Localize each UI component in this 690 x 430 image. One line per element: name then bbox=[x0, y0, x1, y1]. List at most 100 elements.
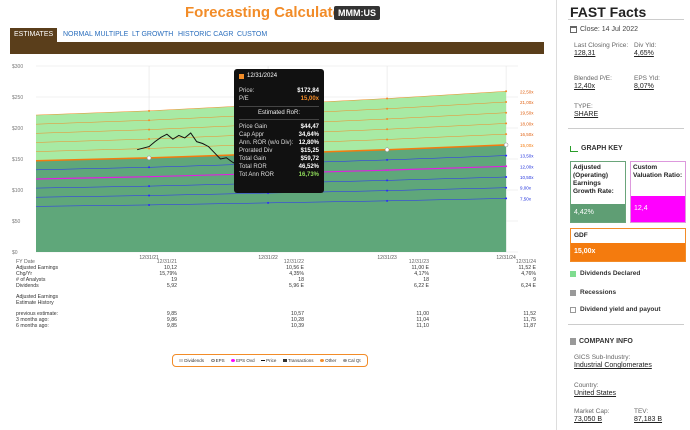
y-tick-label: $250 bbox=[12, 95, 23, 101]
tab-lt-growth[interactable]: LT GROWTH bbox=[132, 31, 174, 38]
key-label: Dividends Declared bbox=[580, 270, 641, 277]
cell: 11,00 E bbox=[411, 265, 430, 271]
pe-line-point bbox=[148, 119, 151, 122]
col-date: 12/31/23 bbox=[408, 259, 429, 265]
tooltip-row-value: $15,25 bbox=[300, 148, 319, 154]
fast-facts-title: FAST Facts bbox=[570, 4, 647, 20]
row-label: 6 months ago: bbox=[16, 323, 49, 329]
gics-sub-industry: GICS Sub-Industry: Industrial Conglomera… bbox=[574, 354, 686, 370]
pe-line-point bbox=[148, 175, 151, 178]
legend-item[interactable]: Cal Qt bbox=[342, 358, 361, 363]
tab-custom[interactable]: CUSTOM bbox=[237, 31, 268, 38]
table-row: 6 months ago: 9,85 10,39 11,10 11,87 bbox=[16, 323, 542, 329]
pe-line-label: 12,00x bbox=[520, 164, 534, 169]
cell: 4,17% bbox=[414, 271, 429, 277]
cell: 19 bbox=[171, 277, 177, 283]
kv-value[interactable]: United States bbox=[574, 390, 617, 397]
legend-item[interactable]: Dividends bbox=[179, 358, 204, 363]
cell: 11,04 bbox=[416, 317, 429, 323]
legend-swatch bbox=[179, 359, 184, 362]
legend-item[interactable]: Other bbox=[320, 358, 336, 363]
tooltip-swatch bbox=[239, 73, 244, 79]
legend-label: Price bbox=[266, 358, 277, 363]
history-title-row: Estimate History bbox=[16, 300, 542, 306]
gdf-box[interactable]: GDF 15,00x bbox=[570, 228, 686, 262]
legend-label: Transactions bbox=[287, 358, 314, 363]
kv-value[interactable]: Industrial Conglomerates bbox=[574, 362, 652, 369]
kv-value[interactable]: 128,31 bbox=[574, 50, 596, 57]
kv-label: Blended P/E: bbox=[574, 75, 612, 82]
col-date: 12/31/21 bbox=[156, 259, 177, 265]
graph-key-title: GRAPH KEY bbox=[570, 145, 623, 152]
cvr-label: Custom Valuation Ratio: bbox=[633, 164, 683, 179]
market-cap: Market Cap: 73,050 B bbox=[574, 408, 630, 424]
pe-line-label: 15,00x bbox=[520, 143, 534, 148]
table-row: Adjusted Earnings 10,12 10,56 E 11,00 E … bbox=[16, 265, 542, 271]
pe-line-label: 21,00x bbox=[520, 100, 534, 105]
row-label: Dividends bbox=[16, 283, 39, 289]
pe-line-point bbox=[386, 169, 389, 172]
fair-value-point[interactable] bbox=[384, 147, 390, 152]
tooltip-row-value: 34,64% bbox=[298, 132, 319, 138]
legend-item[interactable]: EPS Ovd bbox=[231, 358, 255, 363]
kv-value[interactable]: 12,40x bbox=[574, 83, 596, 90]
key-dividend-yield[interactable]: Dividend yield and payout bbox=[570, 306, 661, 313]
row-label: previous estimate: bbox=[16, 311, 59, 317]
earnings-table: FY Date 12/31/21 12/31/22 12/31/23 12/31… bbox=[16, 259, 542, 329]
table-row: previous estimate: 9,85 10,57 11,00 11,5… bbox=[16, 311, 542, 317]
cell: 11,87 bbox=[523, 323, 536, 329]
tooltip-heading: Estimated RoR: bbox=[257, 110, 300, 116]
forecasting-panel: Forecasting Calculators MMM:US ESTIMATES… bbox=[10, 4, 544, 367]
row-label: Chg/Yr bbox=[16, 271, 33, 277]
fair-value-point[interactable] bbox=[146, 155, 152, 161]
kv-value[interactable]: 73,050 B bbox=[574, 416, 603, 423]
pe-line-point bbox=[148, 109, 151, 112]
building-icon bbox=[570, 338, 576, 345]
table-row: Dividends 5,92 5,96 E 6,22 E 6,24 E bbox=[16, 283, 542, 289]
kv-value[interactable]: 87,183 B bbox=[634, 416, 663, 423]
legend-item[interactable]: Transactions bbox=[282, 358, 314, 363]
custom-valuation-ratio-box[interactable]: Custom Valuation Ratio: 12,4 bbox=[630, 161, 686, 223]
pe-line-point bbox=[505, 186, 508, 189]
legend-item[interactable]: EPS bbox=[210, 358, 225, 363]
tooltip-divider bbox=[239, 106, 319, 107]
kv-value[interactable]: 8,07% bbox=[634, 83, 654, 90]
cell: 10,12 bbox=[164, 265, 177, 271]
security-type: TYPE: SHARE bbox=[574, 103, 630, 119]
dividend-yield: Div Yld: 4,65% bbox=[634, 42, 684, 58]
tab-normal-multiple[interactable]: NORMAL MULTIPLE bbox=[63, 31, 129, 38]
pe-line-label: 10,50x bbox=[520, 175, 534, 180]
pe-line-point bbox=[386, 118, 389, 121]
cell: 11,52 bbox=[523, 311, 536, 317]
pe-line-point bbox=[505, 176, 508, 179]
legend-item[interactable]: Price bbox=[261, 358, 276, 363]
y-tick-label: $300 bbox=[12, 64, 23, 70]
row-label: 3 months ago: bbox=[16, 317, 49, 323]
cell: 10,56 E bbox=[286, 265, 304, 271]
table-row: Chg/Yr 15,79% 4,35% 4,17% 4,76% bbox=[16, 271, 542, 277]
history-subtitle: Estimate History bbox=[16, 300, 54, 306]
kv-label: EPS Yld: bbox=[634, 75, 660, 82]
pe-line-point bbox=[505, 111, 508, 114]
legend-swatch bbox=[261, 360, 266, 361]
earnings-growth-rate-box[interactable]: Adjusted (Operating) Earnings Growth Rat… bbox=[570, 161, 626, 223]
fair-value-point[interactable] bbox=[503, 142, 509, 148]
pe-line-point bbox=[386, 107, 389, 110]
pe-line-point bbox=[148, 203, 151, 206]
pe-line-point bbox=[505, 154, 508, 157]
pe-line-label: 13,50x bbox=[520, 154, 534, 159]
cvr-value: 12,4 bbox=[631, 196, 685, 222]
pe-line-point bbox=[386, 97, 389, 100]
kv-value[interactable]: SHARE bbox=[574, 111, 599, 118]
cell: 9,85 bbox=[166, 311, 177, 317]
key-recessions[interactable]: Recessions bbox=[570, 289, 616, 296]
kv-value[interactable]: 4,65% bbox=[634, 50, 654, 57]
panel-divider bbox=[556, 0, 557, 430]
key-dividends-declared[interactable]: Dividends Declared bbox=[570, 270, 640, 277]
legend-swatch bbox=[320, 359, 325, 362]
tab-historic-cagr[interactable]: HISTORIC CAGR bbox=[178, 31, 234, 38]
tab-estimates[interactable]: ESTIMATES bbox=[10, 28, 58, 42]
kv-label: GICS Sub-Industry: bbox=[574, 354, 631, 361]
cell: 10,39 bbox=[291, 323, 304, 329]
pe-line-point bbox=[148, 147, 151, 150]
